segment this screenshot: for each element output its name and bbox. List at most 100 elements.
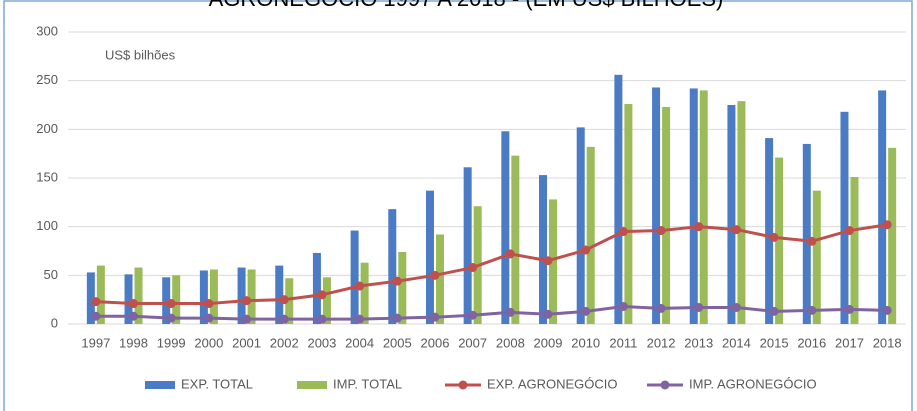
y-tick-label: 300 — [36, 23, 58, 38]
x-tick-label: 2001 — [232, 335, 261, 350]
bar — [501, 131, 510, 324]
marker — [882, 305, 892, 315]
bar — [850, 177, 859, 324]
marker — [731, 225, 741, 235]
bar — [322, 277, 331, 324]
y-tick-label: 100 — [36, 218, 58, 233]
x-tick-label: 2013 — [684, 335, 713, 350]
marker — [543, 309, 553, 319]
bar — [134, 267, 143, 324]
bar — [425, 190, 434, 324]
bar — [247, 269, 256, 324]
legend-label: IMP. AGRONEGÓCIO — [689, 376, 817, 391]
marker — [355, 281, 365, 291]
marker — [317, 290, 327, 300]
x-tick-label: 2011 — [609, 335, 637, 350]
marker — [317, 314, 327, 324]
marker — [430, 270, 440, 280]
bar — [360, 262, 369, 324]
legend-swatch — [297, 381, 327, 389]
bar — [463, 167, 472, 324]
bar — [576, 127, 585, 325]
marker — [581, 245, 591, 255]
marker — [91, 297, 101, 307]
bar — [888, 147, 897, 324]
marker — [430, 312, 440, 322]
marker — [279, 295, 289, 305]
x-tick-label: 2003 — [307, 335, 336, 350]
bar — [539, 175, 548, 324]
x-tick-label: 2018 — [873, 335, 902, 350]
marker — [129, 311, 139, 321]
bar — [96, 265, 105, 324]
x-tick-label: 2009 — [534, 335, 563, 350]
marker — [505, 249, 515, 259]
bar — [802, 143, 811, 324]
marker — [166, 313, 176, 323]
bar — [652, 87, 661, 324]
bar — [388, 209, 397, 324]
x-tick-label: 2005 — [383, 335, 412, 350]
x-tick-label: 1998 — [119, 335, 148, 350]
bar — [727, 105, 736, 324]
marker — [242, 296, 252, 306]
marker — [731, 302, 741, 312]
x-tick-label: 2014 — [722, 335, 751, 350]
legend-label: EXP. TOTAL — [181, 376, 253, 391]
legend-label: EXP. AGRONEGÓCIO — [487, 376, 618, 391]
x-tick-label: 1999 — [157, 335, 186, 350]
bar — [124, 274, 133, 324]
y-tick-label: 250 — [36, 72, 58, 87]
marker — [844, 226, 854, 236]
bar — [878, 90, 887, 325]
bar — [840, 111, 849, 325]
marker — [242, 314, 252, 324]
marker — [543, 256, 553, 266]
marker — [129, 299, 139, 309]
bar — [237, 267, 246, 324]
x-tick-label: 2002 — [270, 335, 299, 350]
x-tick-label: 1997 — [81, 335, 110, 350]
marker — [204, 299, 214, 309]
x-tick-label: 2006 — [421, 335, 450, 350]
legend-swatch — [458, 380, 468, 390]
bar — [765, 138, 774, 324]
marker — [468, 310, 478, 320]
legend-swatch — [660, 380, 670, 390]
marker — [279, 314, 289, 324]
marker — [91, 311, 101, 321]
marker — [505, 307, 515, 317]
x-tick-label: 2016 — [797, 335, 826, 350]
bar — [812, 190, 821, 324]
bar — [737, 101, 746, 325]
marker — [355, 314, 365, 324]
x-tick-label: 2012 — [647, 335, 676, 350]
bar — [586, 146, 595, 324]
marker — [618, 227, 628, 237]
bar — [689, 88, 698, 324]
x-tick-label: 2010 — [571, 335, 600, 350]
marker — [392, 313, 402, 323]
marker — [656, 303, 666, 313]
x-tick-label: 2017 — [835, 335, 864, 350]
marker — [844, 304, 854, 314]
x-tick-label: 2000 — [194, 335, 223, 350]
x-tick-label: 2004 — [345, 335, 374, 350]
line — [95, 304, 888, 321]
bar — [775, 157, 784, 324]
marker — [468, 263, 478, 273]
bar — [199, 270, 208, 324]
marker — [769, 232, 779, 242]
y-tick-label: 0 — [51, 315, 58, 330]
bar — [162, 277, 171, 324]
bar — [435, 234, 444, 324]
annotation: US$ bilhões — [105, 47, 176, 62]
bar — [624, 104, 633, 324]
marker — [166, 299, 176, 309]
legend-label: IMP. TOTAL — [333, 376, 402, 391]
y-tick-label: 200 — [36, 121, 58, 136]
line — [95, 223, 888, 306]
bar — [312, 252, 321, 324]
bar — [209, 269, 218, 324]
